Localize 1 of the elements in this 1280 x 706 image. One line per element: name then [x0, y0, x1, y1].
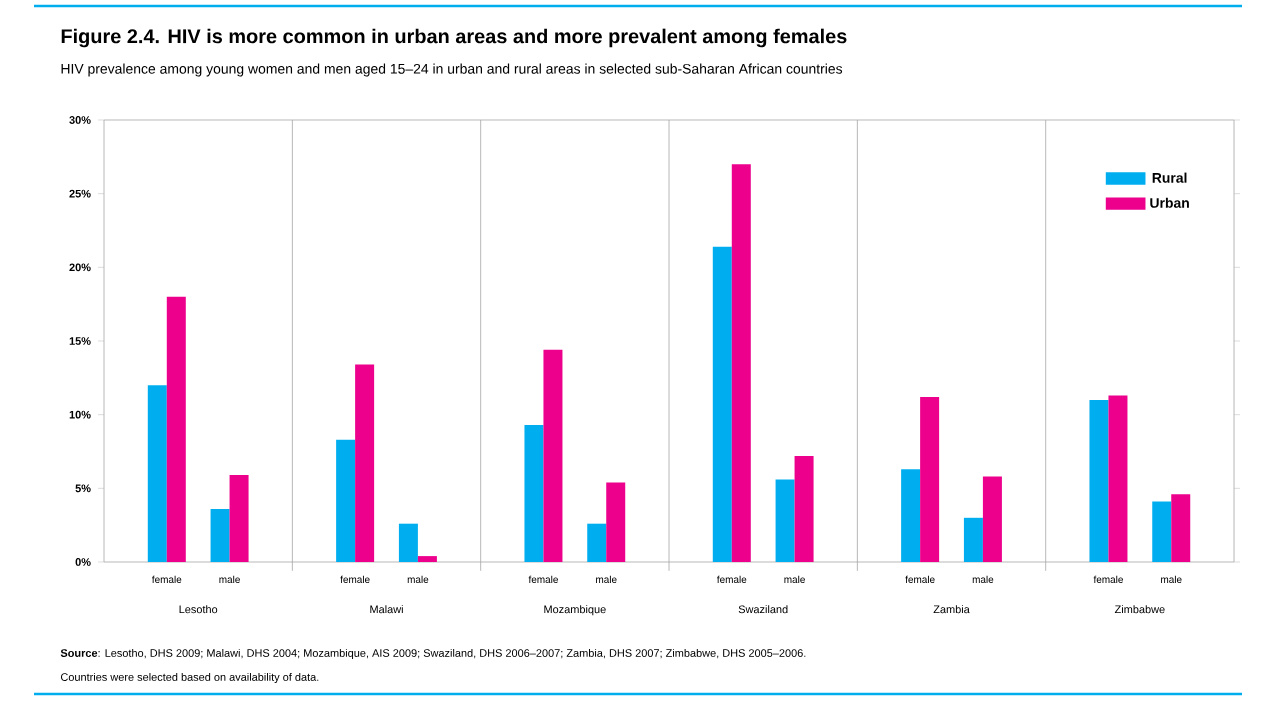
chart-title: Figure 2.4. HIV is more common in urban areas and more prevalent among females [61, 28, 847, 48]
